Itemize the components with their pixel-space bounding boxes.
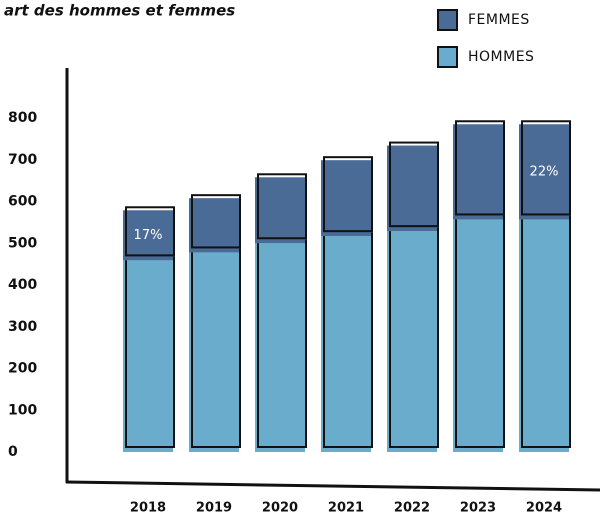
x-tick-label: 2024 bbox=[526, 501, 562, 516]
y-tick-label: 600 bbox=[8, 194, 37, 210]
legend-swatch bbox=[437, 9, 458, 31]
legend-label: HOMMES bbox=[468, 49, 534, 65]
annotation: 17% bbox=[134, 228, 163, 243]
chart-title: art des hommes et femmes bbox=[4, 2, 235, 20]
bar-outline bbox=[323, 156, 373, 233]
x-tick-label: 2020 bbox=[262, 501, 298, 516]
bar-segment bbox=[189, 198, 239, 253]
bar-segment bbox=[255, 243, 305, 452]
x-tick-label: 2021 bbox=[328, 501, 364, 516]
bar-segment bbox=[519, 219, 569, 452]
y-tick-label: 0 bbox=[8, 444, 18, 460]
x-axis bbox=[65, 480, 601, 492]
bar-segment bbox=[453, 219, 503, 452]
bar-segment bbox=[255, 177, 305, 244]
bar-outline bbox=[389, 141, 439, 228]
x-tick-label: 2022 bbox=[394, 501, 430, 516]
legend-swatch bbox=[437, 46, 458, 68]
x-tick-label: 2018 bbox=[130, 501, 166, 516]
bar-outline bbox=[191, 194, 241, 249]
x-tick-label: 2023 bbox=[460, 501, 496, 516]
bar-segment bbox=[189, 252, 239, 452]
y-tick-label: 400 bbox=[8, 277, 37, 293]
bar-segment bbox=[387, 231, 437, 452]
x-tick-label: 2019 bbox=[196, 501, 232, 516]
y-tick-label: 700 bbox=[8, 152, 37, 168]
bar-outline bbox=[125, 206, 175, 257]
bar-segment bbox=[123, 210, 173, 261]
legend-label: FEMMES bbox=[468, 12, 530, 28]
bar-outline bbox=[257, 173, 307, 240]
bar-segment bbox=[321, 160, 371, 237]
annotation: 22% bbox=[530, 164, 559, 179]
y-tick-label: 200 bbox=[8, 361, 37, 377]
bar-segment bbox=[387, 145, 437, 232]
y-tick-label: 500 bbox=[8, 235, 37, 251]
bar-segment bbox=[123, 260, 173, 452]
bar-outline bbox=[455, 120, 505, 216]
y-tick-label: 100 bbox=[8, 402, 37, 418]
y-tick-label: 300 bbox=[8, 319, 37, 335]
bar-segment bbox=[321, 236, 371, 452]
bar-segment bbox=[453, 124, 503, 220]
y-tick-label: 800 bbox=[8, 110, 37, 126]
bar-outline bbox=[521, 120, 571, 216]
bar-segment bbox=[519, 124, 569, 220]
